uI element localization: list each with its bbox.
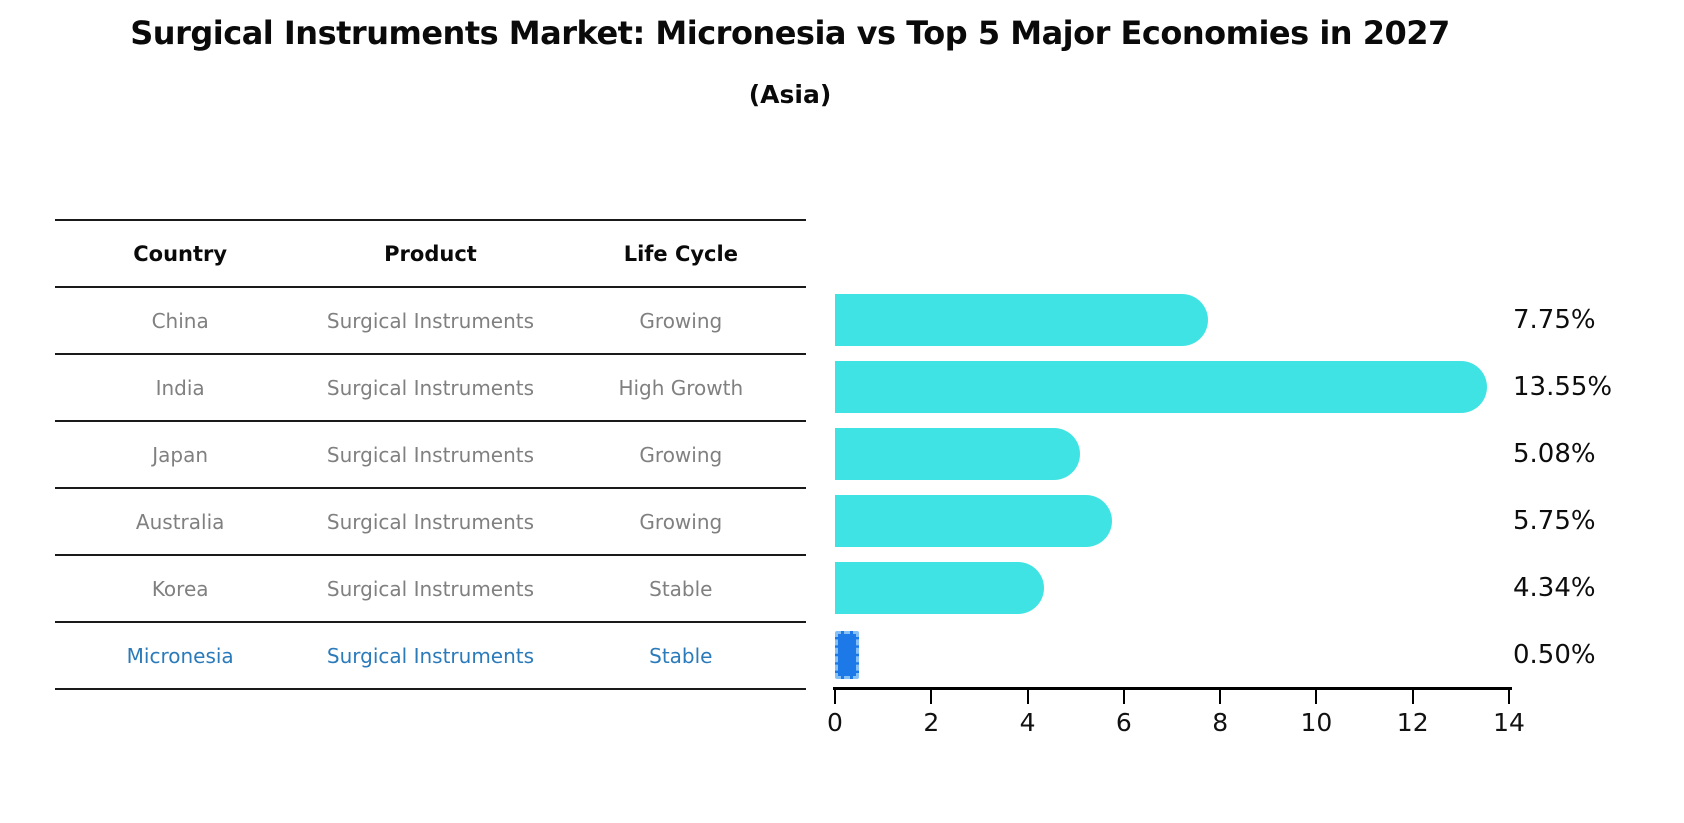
table-header-product: Product [384,241,477,266]
x-axis-tick-label: 6 [1115,708,1132,737]
table-header-life-cycle: Life Cycle [623,241,738,266]
x-axis-tick-label: 4 [1019,708,1036,737]
table-row: Korea Surgical Instruments Stable [55,554,806,621]
country-table: Country Product Life Cycle China Surgica… [55,219,806,690]
x-axis-tick [1411,688,1414,704]
cell-country: India [155,375,205,400]
cell-product: Surgical Instruments [326,308,535,333]
cell-country: Korea [151,576,209,601]
cell-life-cycle: High Growth [618,375,744,400]
cell-life-cycle: Stable [649,643,713,668]
cell-life-cycle: Growing [639,308,723,333]
chart-subtitle: (Asia) [748,80,832,109]
bar-india [835,360,1488,413]
value-label: 13.55% [1513,371,1613,402]
cell-product: Surgical Instruments [326,643,535,668]
x-axis-tick-label: 8 [1212,708,1229,737]
bar-micronesia [835,630,860,679]
value-label: 4.34% [1513,572,1596,603]
value-label: 5.75% [1513,505,1596,536]
cell-product: Surgical Instruments [326,375,535,400]
cell-product: Surgical Instruments [326,442,535,467]
x-axis-tick [834,688,836,704]
table-header-country: Country [133,241,228,266]
cell-product: Surgical Instruments [326,509,535,534]
x-axis-tick-label: 0 [827,708,843,737]
x-axis-tick-label: 14 [1493,708,1525,737]
x-axis-tick [1122,688,1125,704]
x-axis-line [833,687,1512,690]
cell-life-cycle: Growing [639,509,723,534]
x-axis-tick [1219,688,1222,704]
cell-life-cycle: Stable [649,576,713,601]
x-axis-tick-label: 2 [923,708,940,737]
table-header-row: Country Product Life Cycle [55,219,806,286]
cell-product: Surgical Instruments [326,576,535,601]
value-label: 7.75% [1513,304,1596,335]
table-row-micronesia: Micronesia Surgical Instruments Stable [55,621,806,688]
table-row: China Surgical Instruments Growing [55,286,806,353]
x-axis-tick [930,688,933,704]
cell-country: Micronesia [126,643,234,668]
table-row: Japan Surgical Instruments Growing [55,420,806,487]
cell-country: China [151,308,209,333]
bar-australia [835,494,1112,547]
table-row: Australia Surgical Instruments Growing [55,487,806,554]
chart-title: Surgical Instruments Market: Micronesia … [130,14,1450,52]
bar-china [835,293,1209,346]
value-label: 0.50% [1513,639,1596,670]
x-axis-tick [1508,688,1510,704]
x-axis-tick-label: 12 [1396,708,1429,737]
table-row: India Surgical Instruments High Growth [55,353,806,420]
x-axis-tick-label: 10 [1300,708,1333,737]
value-label: 5.08% [1513,438,1596,469]
x-axis-tick [1026,688,1029,704]
cell-country: Japan [152,442,209,467]
cell-life-cycle: Growing [639,442,723,467]
bar-japan [835,427,1080,480]
cell-country: Australia [135,509,225,534]
x-axis-tick [1315,688,1318,704]
bar-korea [835,561,1044,614]
